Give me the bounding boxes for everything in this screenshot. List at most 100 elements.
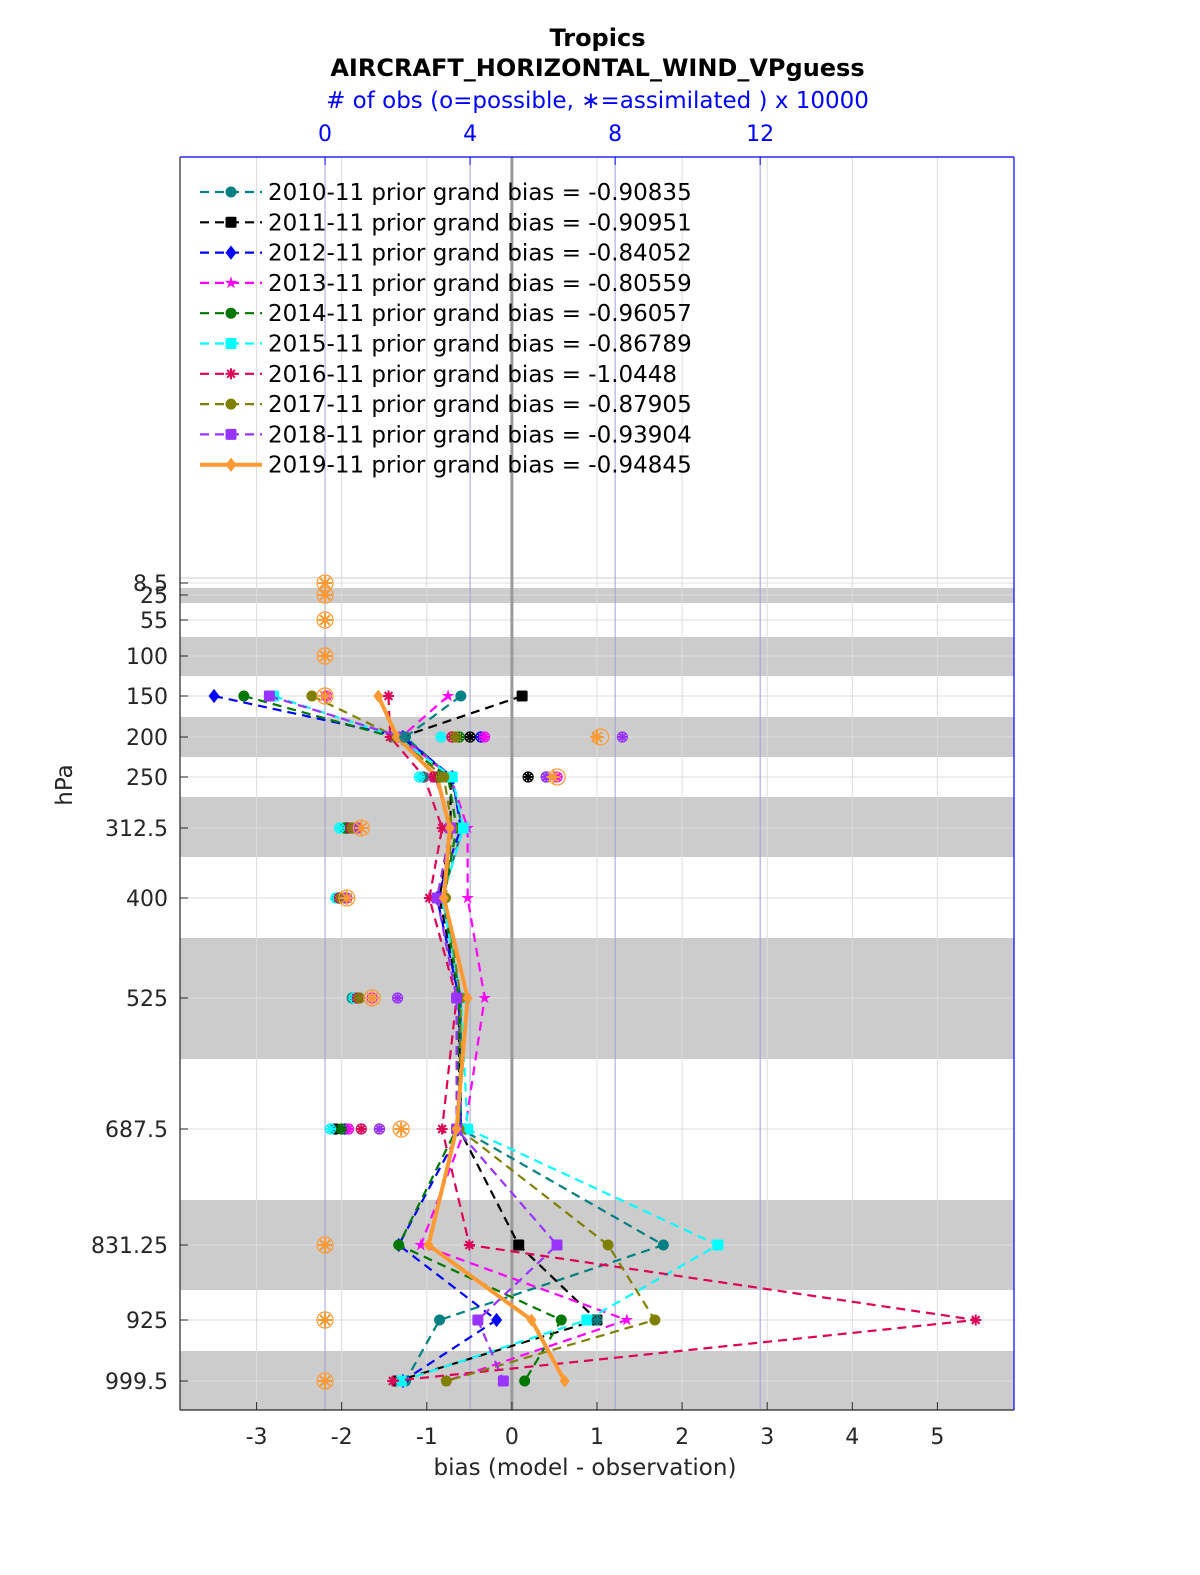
legend-item-2011-11: 2011-11 prior grand bias = -0.90951 <box>200 210 692 236</box>
y-tick-label: 100 <box>126 645 168 670</box>
asterisk-stroke <box>319 614 331 626</box>
asterisk-stroke <box>335 824 344 832</box>
asterisk-stroke <box>971 1315 981 1325</box>
legend-marker <box>224 276 238 289</box>
legend-item-2019-11: 2019-11 prior grand bias = -0.94845 <box>200 453 692 479</box>
obs-possible-marker <box>316 586 334 604</box>
data-point <box>516 690 528 702</box>
data-point <box>491 1312 503 1328</box>
data-point <box>657 1239 669 1251</box>
obs-assimilated-marker <box>436 732 446 742</box>
obs-possible-marker <box>324 1123 337 1135</box>
y-tick-label: 150 <box>126 685 168 710</box>
legend-marker <box>225 398 237 410</box>
obs-possible-marker <box>435 771 447 783</box>
asterisk-stroke <box>388 1376 398 1386</box>
y-tick-label: 55 <box>140 609 168 634</box>
top-tick-label: 12 <box>746 122 774 147</box>
obs-series-4 <box>320 690 563 1135</box>
asterisk-stroke <box>464 1240 474 1250</box>
top-axis-label: # of obs (o=possible, ∗=assimilated ) x … <box>326 88 869 114</box>
legend-marker <box>225 368 237 380</box>
chart-title: Tropics <box>549 24 646 52</box>
asterisk-stroke <box>466 733 474 741</box>
obs-assimilated-marker <box>325 1124 335 1134</box>
data-point <box>431 892 443 904</box>
data-point <box>423 1238 434 1252</box>
asterisk-stroke <box>393 994 402 1002</box>
data-point <box>392 730 403 744</box>
obs-assimilated-marker <box>592 1315 602 1325</box>
y-tick-label: 312.5 <box>105 817 168 842</box>
asterisk-stroke <box>415 773 424 781</box>
data-point <box>513 1239 525 1251</box>
asterisk-stroke <box>451 733 460 741</box>
data-point <box>383 690 394 702</box>
data-point <box>497 1375 509 1387</box>
obs-assimilated-marker <box>354 821 369 835</box>
asterisk-stroke <box>437 773 445 781</box>
obs-assimilated-marker <box>523 772 533 782</box>
series-layer <box>208 688 982 1389</box>
obs-possible-marker <box>478 731 491 743</box>
data-point <box>446 771 458 783</box>
asterisk-stroke <box>319 690 331 702</box>
x-tick-label: 1 <box>590 1425 604 1450</box>
obs-assimilated-marker <box>354 993 364 1003</box>
legend-item-2012-11: 2012-11 prior grand bias = -0.84052 <box>200 241 692 267</box>
data-point <box>519 1375 531 1387</box>
series-line <box>311 695 657 1383</box>
asterisk-stroke <box>542 773 551 781</box>
legend-marker <box>225 307 237 319</box>
legend-label: 2019-11 prior grand bias = -0.94845 <box>268 453 692 479</box>
legend-label: 2011-11 prior grand bias = -0.90951 <box>268 210 692 236</box>
obs-possible-marker <box>363 989 381 1007</box>
data-point <box>208 688 220 704</box>
data-point <box>395 1375 407 1387</box>
asterisk-stroke <box>480 733 489 741</box>
obs-assimilated-marker <box>339 891 354 905</box>
data-point <box>434 1314 446 1326</box>
legend-item-2014-11: 2014-11 prior grand bias = -0.96057 <box>200 301 692 327</box>
x-tick-label: -2 <box>331 1425 353 1450</box>
obs-assimilated-marker <box>546 770 561 784</box>
obs-assimilated-marker <box>374 1124 384 1134</box>
obs-assimilated-marker <box>451 732 461 742</box>
obs-assimilated-marker <box>318 588 333 602</box>
obs-assimilated-marker <box>590 730 604 744</box>
top-tick-label: 8 <box>608 122 622 147</box>
asterisk-stroke <box>437 1124 447 1134</box>
obs-assimilated-marker <box>318 1238 333 1252</box>
legend-label: 2013-11 prior grand bias = -0.80559 <box>268 271 692 297</box>
obs-series-9 <box>341 731 628 1135</box>
asterisk-stroke <box>366 992 378 1004</box>
obs-possible-marker <box>464 731 476 743</box>
asterisk-stroke <box>357 1125 366 1133</box>
x-tick-label: 3 <box>760 1425 774 1450</box>
legend-marker <box>225 245 237 260</box>
obs-possible-marker <box>413 771 425 783</box>
data-point <box>649 1314 661 1326</box>
obs-possible-marker <box>399 731 411 743</box>
legend-label: 2018-11 prior grand bias = -0.93904 <box>268 422 692 448</box>
y-tick-label: 400 <box>126 887 168 912</box>
obs-series-10 <box>316 574 610 1390</box>
legend-marker <box>225 216 237 228</box>
legend-label: 2015-11 prior grand bias = -0.86789 <box>268 332 692 358</box>
obs-assimilated-marker <box>465 732 475 742</box>
top-tick-label: 0 <box>318 122 332 147</box>
y-tick-label: 250 <box>126 766 168 791</box>
data-point <box>970 1314 982 1326</box>
x-tick-label: 4 <box>845 1425 859 1450</box>
obs-assimilated-marker <box>318 649 333 663</box>
obs-series-6 <box>324 731 447 1135</box>
obs-possible-marker <box>616 731 628 743</box>
plot-frame <box>179 156 1015 1411</box>
obs-possible-marker <box>449 731 462 743</box>
legend-marker <box>225 428 237 440</box>
legend: 2010-11 prior grand bias = -0.90835 2011-… <box>200 180 692 479</box>
series-line <box>376 695 567 1382</box>
obs-assimilated-marker <box>318 1374 333 1388</box>
data-point <box>462 991 473 1005</box>
series-line <box>273 694 721 1383</box>
